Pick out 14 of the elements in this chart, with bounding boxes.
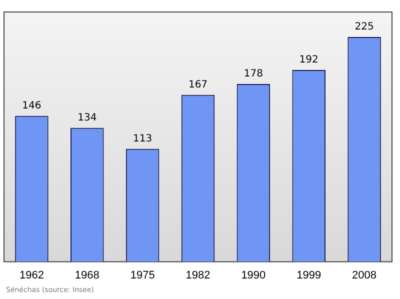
x-tick-label: 1990 xyxy=(241,269,266,282)
data-label: 134 xyxy=(78,112,97,124)
x-tick-label: 1962 xyxy=(19,269,44,282)
data-label: 113 xyxy=(133,133,152,144)
data-label: 146 xyxy=(22,100,42,112)
data-label: 167 xyxy=(188,80,208,91)
x-tick-label: 1975 xyxy=(130,269,155,282)
x-tick-label: 2008 xyxy=(352,269,377,282)
x-tick-label: 1968 xyxy=(74,269,100,282)
data-label: 178 xyxy=(244,68,263,80)
data-label: 225 xyxy=(354,22,374,33)
x-tick-label: 1999 xyxy=(296,269,322,282)
data-label: 192 xyxy=(299,54,318,66)
x-tick-label: 1982 xyxy=(186,269,210,282)
